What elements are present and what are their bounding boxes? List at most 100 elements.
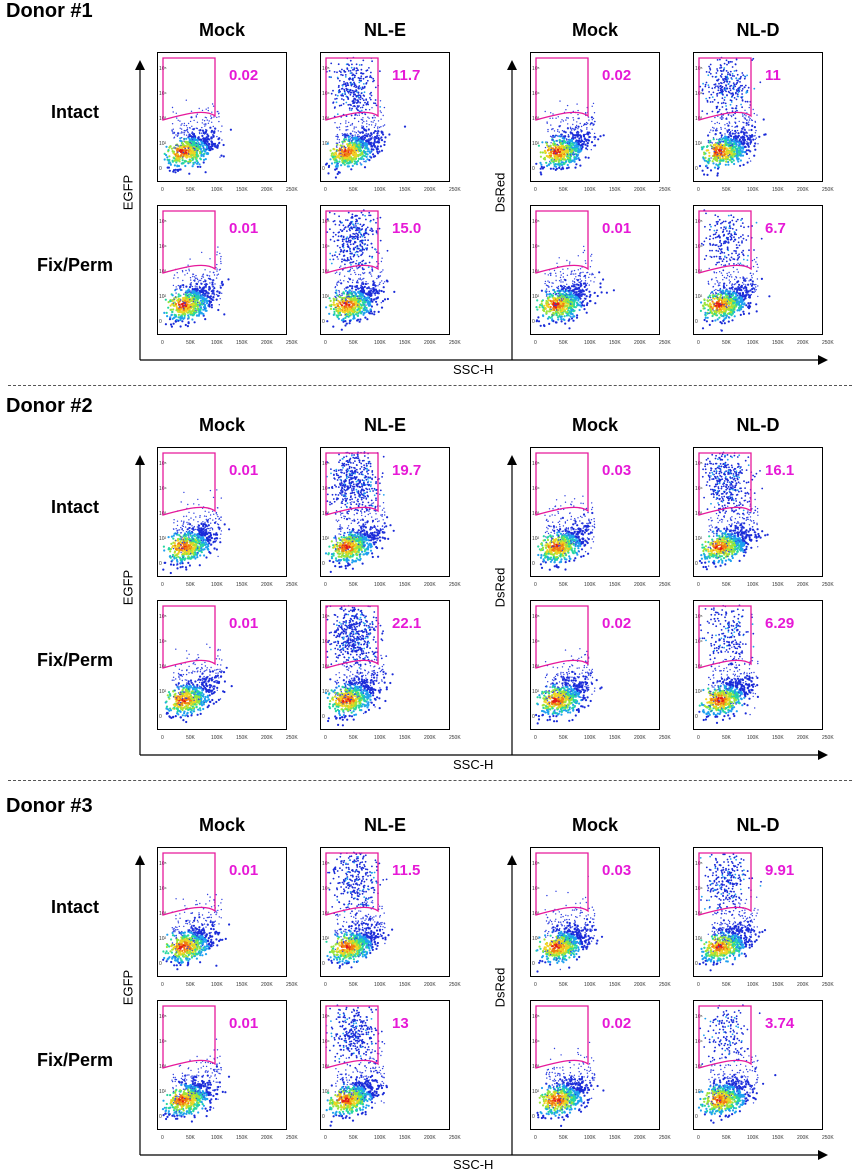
event-dot — [357, 301, 359, 303]
event-dot — [213, 293, 214, 294]
x-tick-label: 150K — [772, 187, 784, 193]
positive-event-dot — [717, 59, 719, 61]
y-tick-label: 0 — [322, 166, 325, 172]
event-dot — [726, 148, 728, 150]
event-dot — [354, 163, 356, 165]
event-dot — [204, 124, 205, 125]
event-dot — [715, 134, 716, 135]
x-tick-label: 100K — [374, 187, 386, 193]
event-dot — [366, 120, 367, 121]
event-dot — [557, 145, 558, 146]
event-dot — [584, 144, 586, 146]
event-dot — [578, 158, 579, 159]
event-dot — [185, 138, 187, 140]
event-dot — [184, 305, 185, 306]
event-dot — [203, 161, 205, 163]
positive-event-dot — [367, 239, 369, 241]
event-dot — [203, 295, 204, 296]
positive-event-dot — [333, 259, 335, 261]
positive-event-dot — [742, 74, 744, 76]
event-dot — [554, 163, 556, 165]
positive-event-dot — [364, 91, 366, 93]
event-dot — [368, 310, 370, 312]
positive-event-dot — [726, 81, 728, 83]
event-dot — [210, 295, 212, 297]
positive-event-dot — [341, 98, 343, 100]
event-dot — [176, 165, 178, 167]
event-dot — [328, 313, 330, 315]
event-dot — [366, 133, 367, 134]
event-dot — [364, 296, 365, 297]
positive-event-dot — [712, 111, 714, 113]
event-dot — [383, 286, 385, 288]
event-dot — [201, 133, 202, 134]
event-dot — [735, 123, 736, 124]
event-dot — [335, 296, 336, 297]
positive-event-dot — [342, 240, 344, 242]
event-dot — [549, 145, 551, 147]
event-dot — [388, 133, 390, 135]
event-dot — [345, 126, 346, 127]
event-dot — [370, 156, 372, 158]
event-dot — [340, 144, 342, 146]
event-dot — [564, 135, 566, 137]
event-dot — [335, 307, 336, 308]
event-dot — [356, 142, 358, 144]
event-dot — [381, 302, 382, 303]
event-dot — [717, 154, 718, 155]
event-dot — [359, 318, 361, 320]
positive-event-dot — [355, 86, 357, 88]
positive-event-dot — [725, 103, 727, 105]
event-dot — [180, 151, 182, 153]
event-dot — [345, 153, 347, 155]
event-dot — [211, 306, 213, 308]
event-dot — [177, 277, 178, 278]
event-dot — [209, 282, 210, 283]
event-dot — [208, 107, 209, 108]
event-dot — [746, 146, 747, 147]
event-dot — [202, 119, 203, 120]
event-dot — [339, 291, 340, 292]
positive-event-dot — [737, 74, 739, 76]
positive-event-dot — [726, 70, 728, 72]
event-dot — [744, 110, 745, 111]
event-dot — [593, 103, 594, 104]
event-dot — [745, 115, 746, 116]
event-dot — [206, 310, 208, 312]
positive-event-dot — [341, 261, 343, 263]
event-dot — [366, 300, 367, 301]
event-dot — [368, 118, 369, 119]
event-dot — [337, 282, 338, 283]
event-dot — [381, 307, 383, 309]
event-dot — [353, 128, 354, 129]
x-tick-label: 0 — [324, 187, 327, 193]
event-dot — [351, 161, 353, 163]
event-dot — [535, 163, 537, 165]
event-dot — [751, 134, 753, 136]
event-dot — [746, 125, 747, 126]
positive-event-dot — [727, 77, 729, 79]
positive-event-dot — [355, 95, 357, 97]
gate-percentage: 0.01 — [229, 220, 258, 237]
event-dot — [711, 121, 712, 122]
event-dot — [220, 287, 222, 289]
positive-event-dot — [340, 71, 342, 73]
event-dot — [364, 272, 365, 273]
event-dot — [194, 280, 195, 281]
positive-event-dot — [351, 109, 353, 111]
x-tick-label: 250K — [286, 187, 298, 193]
x-tick-label: 150K — [399, 187, 411, 193]
event-dot — [211, 304, 213, 306]
event-dot — [180, 132, 181, 133]
event-dot — [703, 153, 705, 155]
positive-event-dot — [336, 98, 338, 100]
event-dot — [190, 135, 191, 136]
event-dot — [194, 128, 195, 129]
event-dot — [327, 172, 329, 174]
event-dot — [174, 314, 176, 316]
event-dot — [209, 275, 210, 276]
positive-event-dot — [719, 86, 721, 88]
event-dot — [180, 140, 182, 142]
event-dot — [364, 317, 366, 319]
event-dot — [218, 113, 219, 114]
